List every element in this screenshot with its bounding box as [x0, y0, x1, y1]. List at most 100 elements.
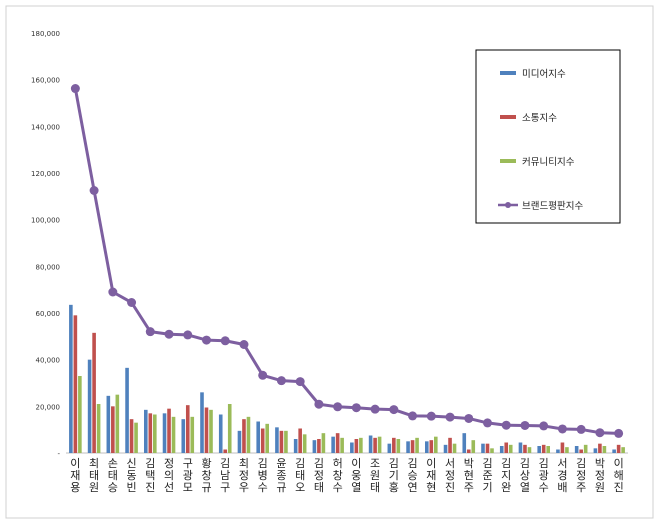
line-point: [70, 84, 80, 94]
bar-1: [537, 446, 541, 453]
bar-3: [546, 446, 550, 453]
line-point: [145, 327, 155, 337]
y-tick-label: 40,000: [36, 357, 61, 365]
line-point: [202, 335, 211, 345]
bar-3: [621, 447, 625, 453]
bar-2: [541, 444, 546, 453]
bar-3: [171, 416, 176, 453]
line-point: [614, 428, 624, 438]
line-point: [408, 411, 418, 421]
bar-1: [200, 392, 204, 453]
bar-3: [190, 416, 195, 453]
y-tick-label: 160,000: [31, 77, 60, 85]
bar-1: [481, 443, 485, 453]
bar-1: [574, 446, 579, 453]
bar-2: [598, 443, 602, 453]
legend-box: [475, 49, 621, 224]
bar-3: [340, 437, 344, 453]
bar-3: [583, 444, 588, 453]
bar-3: [153, 414, 157, 453]
line-point: [276, 376, 286, 386]
line-point: [557, 424, 567, 434]
bar-2: [429, 440, 434, 453]
line-series: [70, 84, 624, 438]
bar-3: [377, 436, 382, 453]
bar-2: [448, 437, 452, 453]
bar-2: [504, 442, 509, 453]
line-point: [539, 421, 549, 431]
bar-1: [275, 427, 279, 453]
bar-3: [78, 376, 82, 453]
bar-3: [415, 437, 419, 453]
bar-3: [434, 436, 438, 453]
bar-1: [87, 359, 92, 453]
bar-1: [462, 433, 467, 453]
bar-3: [96, 404, 101, 453]
bar-1: [593, 448, 598, 453]
bar-3: [302, 434, 307, 453]
legend-swatch: [500, 115, 516, 119]
bar-2: [73, 315, 78, 453]
bar-2: [616, 444, 621, 453]
line-point: [351, 403, 361, 413]
y-tick-label: 180,000: [31, 30, 60, 38]
bar-series: [69, 304, 625, 453]
y-tick-label: -: [57, 450, 60, 458]
line-point: [314, 399, 324, 409]
bar-1: [106, 395, 111, 453]
bar-2: [223, 449, 228, 453]
legend-label: 커뮤니티지수: [522, 157, 575, 168]
x-axis: 이 재 용 최 태 원 손 태 승 신 동 빈 김 택 진 정 의 선 구 광 모 황 창 규 김 남 구 최 정 우 김 병 수 윤 종 규 김 태 오 김…: [66, 452, 628, 494]
bar-2: [167, 408, 171, 453]
bar-1: [237, 430, 242, 453]
line-point: [108, 287, 118, 297]
line-point: [164, 329, 174, 339]
bar-1: [612, 449, 616, 453]
bar-1: [556, 449, 560, 453]
line-point: [333, 402, 343, 412]
bar-1: [425, 441, 429, 453]
bar-1: [350, 442, 354, 453]
bar-1: [256, 421, 260, 453]
bar-3: [265, 423, 269, 453]
y-axis: - 20,000 40,000 60,000 80,000 100,000 120,000 1…: [31, 30, 60, 458]
bar-2: [92, 332, 96, 453]
bar-2: [260, 428, 265, 453]
legend-label: 미디어지수: [522, 69, 566, 80]
line-point: [464, 413, 474, 423]
bar-3: [565, 447, 569, 453]
y-tick-label: 80,000: [36, 263, 61, 271]
bar-1: [406, 441, 410, 453]
bar-3: [209, 409, 213, 453]
y-tick-label: 140,000: [31, 123, 60, 131]
bar-1: [499, 446, 504, 453]
y-tick-label: 120,000: [31, 170, 60, 178]
bar-2: [242, 419, 246, 453]
bar-2: [579, 449, 583, 453]
bar-2: [335, 433, 340, 453]
bar-3: [321, 433, 326, 453]
bar-3: [227, 404, 232, 453]
